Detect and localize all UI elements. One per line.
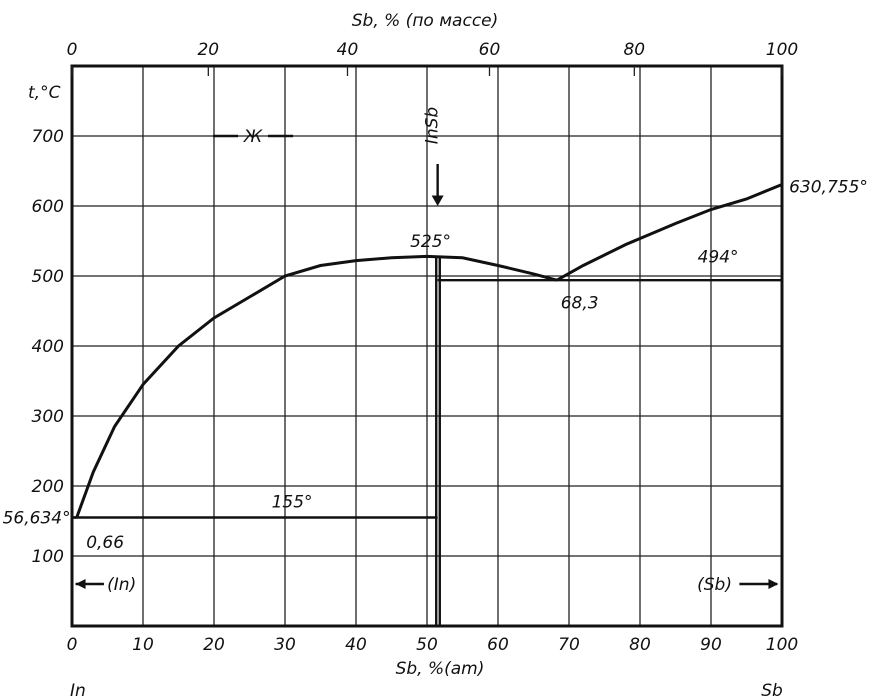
x-tick-40: 40 [345, 635, 367, 655]
x-axis-label: Sb, %(am) [396, 659, 485, 679]
x-tick-0: 0 [67, 635, 78, 655]
compound-arrow-head [431, 195, 444, 206]
x-tick-90: 90 [700, 635, 722, 655]
x-tick-100: 100 [766, 635, 798, 655]
y-tick-400: 400 [32, 337, 64, 357]
x-top-tick-40: 40 [337, 40, 359, 60]
annotation-compound: InSb [423, 107, 443, 144]
annotation-phase-in: (In) [107, 575, 136, 595]
x-end-label-in: In [70, 681, 86, 700]
x-top-tick-20: 20 [197, 40, 219, 60]
series-liquidus-left [75, 254, 558, 519]
y-axis-label: t,°C [28, 83, 61, 103]
plot-marks [72, 183, 783, 626]
x-tick-60: 60 [487, 635, 509, 655]
top-axis-label: Sb, % (по массе) [352, 11, 499, 31]
annotations: 56,634° 0,66 155° 525° 68,3 494° 630,755° Ж (In)… [3, 107, 868, 595]
tick-labels: 0 10 20 30 40 50 60 70 80 90 100 0 20 40 60 80 100 100 200… [32, 40, 799, 655]
x-top-tick-100: 100 [766, 40, 798, 60]
annotation-insb-max: 525° [410, 232, 451, 252]
x-tick-20: 20 [203, 635, 225, 655]
x-end-label-sb: Sb [761, 681, 783, 700]
annotation-eutectic-comp: 68,3 [561, 294, 599, 314]
x-tick-80: 80 [629, 635, 651, 655]
y-tick-700: 700 [32, 127, 64, 147]
y-tick-300: 300 [32, 407, 64, 427]
x-tick-30: 30 [274, 635, 296, 655]
x-top-tick-0: 0 [67, 40, 78, 60]
plot-frame [70, 64, 784, 628]
in-arrow-head [75, 579, 86, 589]
series-liquidus-right [556, 183, 783, 282]
y-tick-600: 600 [32, 197, 64, 217]
x-top-tick-80: 80 [623, 40, 645, 60]
annotation-sb-melting: 630,755° [789, 177, 868, 197]
x-tick-10: 10 [132, 635, 154, 655]
x-tick-70: 70 [558, 635, 580, 655]
annotation-phase-sb: (Sb) [697, 575, 732, 595]
annotation-in-eutectic-comp: 0,66 [86, 533, 124, 553]
x-tick-50: 50 [416, 635, 438, 655]
annotation-in-eutectic-temp: 155° [272, 492, 313, 512]
annotation-sb-eutectic-temp: 494° [698, 247, 739, 267]
annotation-liquid: Ж [243, 127, 263, 147]
y-tick-100: 100 [32, 547, 64, 567]
annotation-in-melting: 56,634° [3, 509, 71, 529]
y-tick-500: 500 [32, 267, 64, 287]
y-tick-200: 200 [32, 477, 64, 497]
sb-arrow-head [768, 579, 779, 589]
x-top-tick-60: 60 [479, 40, 501, 60]
